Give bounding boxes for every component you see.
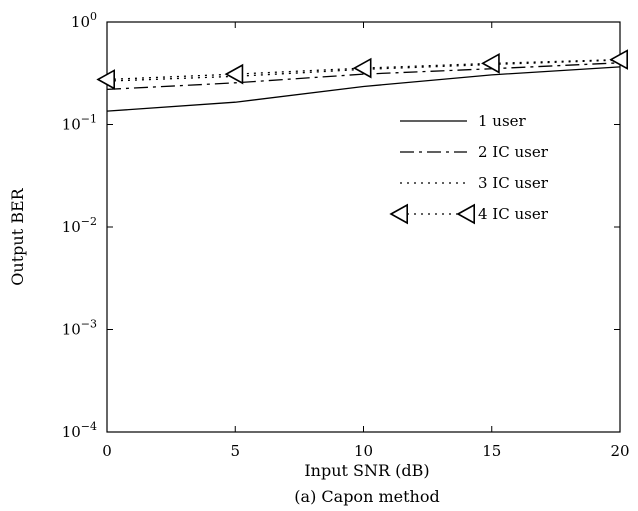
x-axis-label: Input SNR (dB) [304, 461, 429, 480]
y-tick-label: 10−1 [62, 113, 97, 134]
legend: 1 user 2 IC user 3 IC user 4 IC user [389, 112, 549, 225]
triangle-marker [352, 57, 372, 79]
axis-ticks: 0 5 10 15 20 100 10−1 10−2 10−3 10−4 [62, 10, 630, 460]
x-tick-label: 0 [102, 442, 112, 460]
plot-frame [106, 21, 621, 433]
legend-label-4: 4 IC user [478, 205, 549, 223]
legend-label-3: 3 IC user [478, 174, 549, 192]
series-line-2 [106, 62, 621, 91]
y-tick-label: 10−4 [62, 420, 97, 441]
x-tick-label: 20 [610, 442, 629, 460]
y-tick-label: 10−3 [62, 318, 97, 339]
series-line-3 [106, 59, 621, 82]
y-tick-label: 10−2 [62, 215, 97, 236]
triangle-marker [456, 203, 476, 225]
series-line-4 [106, 58, 621, 81]
plot-area [106, 21, 621, 433]
triangle-marker [96, 69, 115, 90]
x-tick-label: 15 [482, 442, 501, 460]
figure-caption: (a) Capon method [294, 487, 439, 506]
triangle-marker [389, 203, 409, 225]
y-axis-label: Output BER [8, 187, 27, 285]
legend-label-1: 1 user [478, 112, 527, 130]
series-line-1 [106, 66, 621, 112]
series-lines [96, 49, 629, 112]
y-tick-label: 100 [71, 10, 97, 31]
triangle-marker [609, 49, 629, 70]
triangle-marker [481, 52, 500, 74]
x-tick-label: 10 [354, 442, 373, 460]
legend-label-2: 2 IC user [478, 143, 549, 161]
triangle-marker [224, 63, 244, 85]
x-tick-label: 5 [230, 442, 240, 460]
